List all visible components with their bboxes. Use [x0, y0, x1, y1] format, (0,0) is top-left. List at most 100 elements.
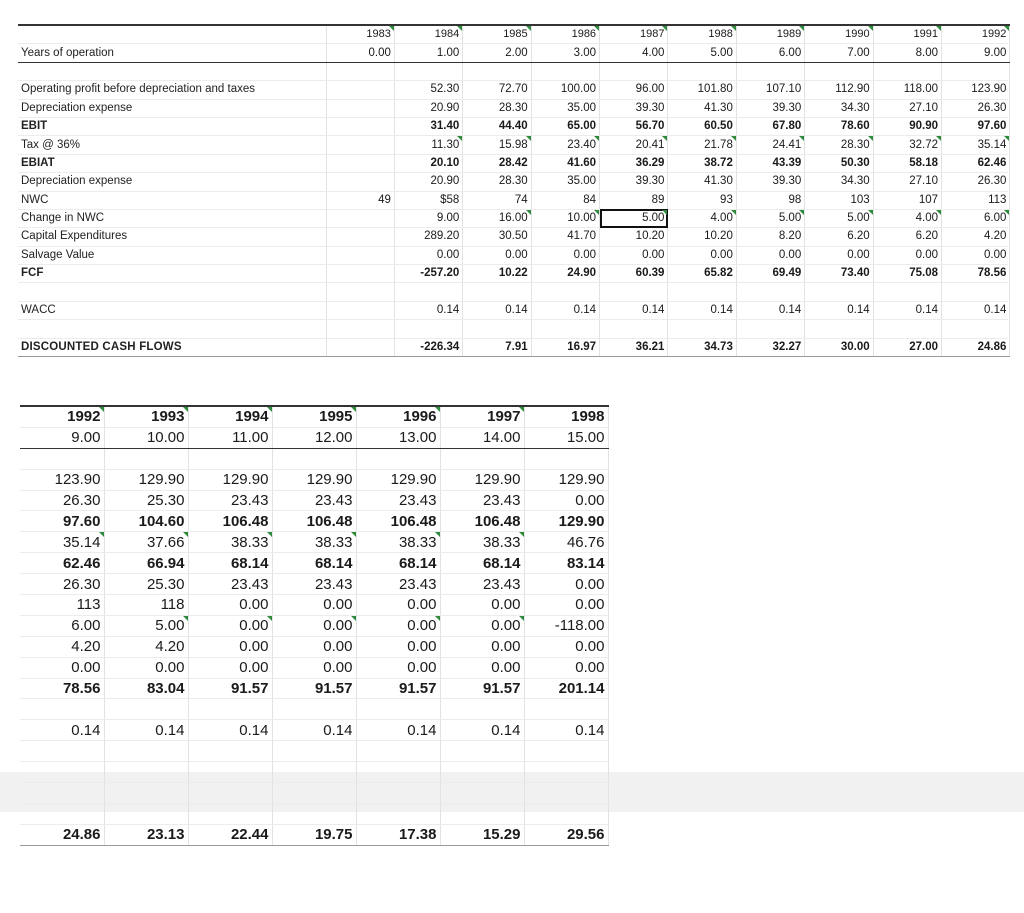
value-cell[interactable] [394, 319, 464, 339]
value-cell[interactable]: 129.90 [440, 469, 525, 491]
value-cell[interactable]: 67.80 [736, 117, 806, 137]
value-cell[interactable]: 24.41 [736, 135, 806, 155]
value-cell[interactable] [440, 698, 525, 721]
value-cell[interactable]: 2.00 [462, 43, 532, 63]
year-header-cell[interactable]: 1993 [104, 404, 189, 428]
value-cell[interactable] [326, 319, 395, 339]
value-cell[interactable]: 16.97 [531, 338, 601, 358]
value-cell[interactable]: 97.60 [20, 510, 105, 533]
year-header-cell[interactable]: 1998 [524, 404, 609, 428]
value-cell[interactable]: 56.70 [599, 117, 669, 137]
value-cell[interactable]: 96.00 [599, 80, 669, 100]
value-cell[interactable] [941, 282, 1011, 302]
value-cell[interactable] [440, 761, 525, 784]
value-cell[interactable] [272, 761, 357, 784]
value-cell[interactable]: 23.43 [272, 573, 357, 596]
value-cell[interactable] [804, 282, 874, 302]
value-cell[interactable]: 10.20 [599, 227, 669, 247]
value-cell[interactable]: 22.44 [188, 824, 273, 846]
year-header-cell[interactable]: 1989 [736, 24, 806, 45]
value-cell[interactable]: 0.00 [524, 657, 609, 679]
row-label-cell[interactable] [18, 319, 327, 339]
value-cell[interactable] [20, 761, 105, 784]
value-cell[interactable]: 34.30 [804, 172, 874, 192]
value-cell[interactable]: 20.41 [599, 135, 669, 155]
value-cell[interactable]: 9.00 [941, 43, 1011, 63]
row-label-cell[interactable]: WACC [18, 301, 327, 321]
value-cell[interactable] [326, 301, 395, 321]
value-cell[interactable]: 39.30 [599, 99, 669, 118]
year-header-cell[interactable]: 1996 [356, 404, 441, 428]
value-cell[interactable]: 16.00 [462, 209, 532, 229]
value-cell[interactable]: 0.00 [524, 573, 609, 596]
value-cell[interactable]: 201.14 [524, 678, 609, 700]
value-cell[interactable]: 4.00 [599, 43, 669, 63]
value-cell[interactable] [531, 282, 601, 302]
value-cell[interactable]: 0.00 [736, 246, 806, 266]
value-cell[interactable]: 27.10 [873, 172, 943, 192]
value-cell[interactable]: 17.38 [356, 824, 441, 846]
year-header-cell[interactable]: 1988 [667, 24, 737, 45]
value-cell[interactable]: 41.30 [667, 99, 737, 118]
value-cell[interactable] [462, 282, 532, 302]
value-cell[interactable]: 4.20 [104, 636, 189, 658]
year-header-cell[interactable]: 1985 [462, 24, 532, 45]
value-cell[interactable]: 100.00 [531, 80, 601, 100]
row-label-cell[interactable]: Capital Expenditures [18, 227, 327, 247]
value-cell[interactable]: 101.80 [667, 80, 737, 100]
value-cell[interactable]: 289.20 [394, 227, 464, 247]
value-cell[interactable]: 0.14 [104, 719, 189, 742]
value-cell[interactable] [440, 740, 525, 763]
value-cell[interactable]: 41.70 [531, 227, 601, 247]
value-cell[interactable] [356, 740, 441, 763]
value-cell[interactable]: 0.14 [941, 301, 1011, 321]
value-cell[interactable]: 6.20 [873, 227, 943, 247]
value-cell[interactable] [356, 782, 441, 804]
value-cell[interactable] [20, 803, 105, 825]
value-cell[interactable] [667, 319, 737, 339]
value-cell[interactable] [599, 319, 669, 339]
row-label-cell[interactable]: Tax @ 36% [18, 135, 327, 155]
value-cell[interactable] [440, 782, 525, 804]
value-cell[interactable]: 0.00 [188, 657, 273, 679]
value-cell[interactable]: 6.20 [804, 227, 874, 247]
value-cell[interactable]: 0.00 [104, 657, 189, 679]
value-cell[interactable]: 129.90 [272, 469, 357, 491]
value-cell[interactable]: 0.00 [356, 615, 441, 637]
selected-cell[interactable]: 5.00 [599, 209, 669, 229]
value-cell[interactable]: 4.20 [20, 636, 105, 658]
value-cell[interactable]: 0.00 [941, 246, 1011, 266]
value-cell[interactable]: 65.82 [667, 264, 737, 284]
value-cell[interactable]: 78.60 [804, 117, 874, 137]
value-cell[interactable]: 68.14 [440, 552, 525, 575]
value-cell[interactable] [873, 319, 943, 339]
value-cell[interactable] [326, 62, 395, 82]
value-cell[interactable]: 39.30 [736, 172, 806, 192]
year-header-cell[interactable]: 1994 [188, 404, 273, 428]
value-cell[interactable]: 3.00 [531, 43, 601, 63]
value-cell[interactable] [326, 227, 395, 247]
value-cell[interactable]: 6.00 [941, 209, 1011, 229]
value-cell[interactable]: 0.00 [440, 594, 525, 616]
value-cell[interactable]: 23.43 [440, 573, 525, 596]
value-cell[interactable] [667, 62, 737, 82]
year-header-cell[interactable]: 1992 [941, 24, 1011, 45]
value-cell[interactable] [272, 803, 357, 825]
value-cell[interactable]: 129.90 [524, 510, 609, 533]
value-cell[interactable]: 27.10 [873, 99, 943, 118]
value-cell[interactable] [394, 282, 464, 302]
value-cell[interactable]: 0.00 [873, 246, 943, 266]
year-header-cell[interactable]: 1991 [873, 24, 943, 45]
year-header-cell[interactable]: 1997 [440, 404, 525, 428]
value-cell[interactable]: 69.49 [736, 264, 806, 284]
value-cell[interactable] [326, 117, 395, 137]
value-cell[interactable]: 15.98 [462, 135, 532, 155]
value-cell[interactable] [272, 698, 357, 721]
value-cell[interactable]: 23.43 [356, 573, 441, 596]
value-cell[interactable]: 118.00 [873, 80, 943, 100]
value-cell[interactable]: 91.57 [440, 678, 525, 700]
value-cell[interactable]: 43.39 [736, 154, 806, 174]
value-cell[interactable]: 0.00 [524, 636, 609, 658]
value-cell[interactable]: 9.00 [394, 209, 464, 229]
value-cell[interactable] [188, 740, 273, 763]
